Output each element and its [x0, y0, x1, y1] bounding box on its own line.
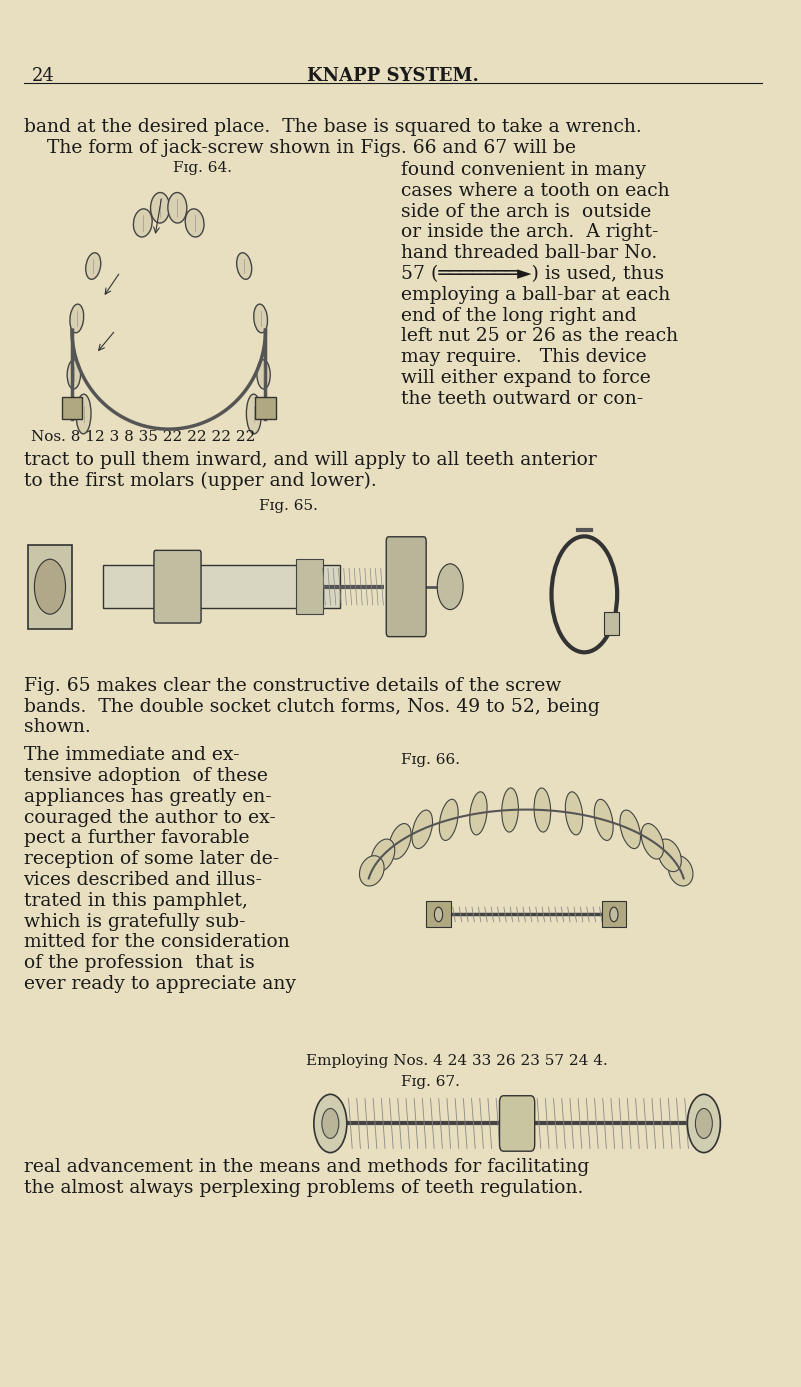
Ellipse shape [594, 799, 613, 841]
Circle shape [687, 1094, 720, 1153]
Ellipse shape [257, 359, 270, 388]
Ellipse shape [67, 359, 81, 388]
Ellipse shape [360, 856, 384, 886]
FancyBboxPatch shape [604, 612, 619, 635]
Text: vices described and illus-: vices described and illus- [23, 871, 263, 889]
Text: appliances has greatly en-: appliances has greatly en- [23, 788, 272, 806]
Text: the teeth outward or con-: the teeth outward or con- [400, 390, 643, 408]
Ellipse shape [620, 810, 641, 849]
Ellipse shape [86, 252, 101, 279]
FancyBboxPatch shape [28, 545, 72, 628]
Ellipse shape [254, 304, 268, 333]
FancyBboxPatch shape [62, 397, 83, 419]
FancyBboxPatch shape [154, 551, 201, 623]
Ellipse shape [534, 788, 550, 832]
Ellipse shape [247, 394, 261, 434]
Ellipse shape [501, 788, 518, 832]
FancyBboxPatch shape [256, 397, 276, 419]
FancyBboxPatch shape [386, 537, 426, 637]
Text: Fig. 65 makes clear the constructive details of the screw: Fig. 65 makes clear the constructive det… [23, 677, 561, 695]
Ellipse shape [371, 839, 395, 871]
Ellipse shape [469, 792, 487, 835]
Text: may require.   This device: may require. This device [400, 348, 646, 366]
Circle shape [314, 1094, 347, 1153]
Text: of the profession  that is: of the profession that is [23, 954, 254, 972]
Ellipse shape [76, 394, 91, 434]
Ellipse shape [439, 799, 458, 841]
Ellipse shape [668, 856, 693, 886]
Text: The form of jack-screw shown in Figs. 66 and 67 will be: The form of jack-screw shown in Figs. 66… [47, 139, 576, 157]
Text: Fɪg. 67.: Fɪg. 67. [400, 1075, 460, 1089]
Text: band at the desired place.  The base is squared to take a wrench.: band at the desired place. The base is s… [23, 118, 642, 136]
FancyBboxPatch shape [602, 902, 626, 928]
Text: reception of some later de-: reception of some later de- [23, 850, 279, 868]
Text: Nos. 8 12 3 8 35 22 22 22 22: Nos. 8 12 3 8 35 22 22 22 22 [31, 430, 256, 444]
Circle shape [610, 907, 618, 922]
Text: the almost always perplexing problems of teeth regulation.: the almost always perplexing problems of… [23, 1179, 583, 1197]
Text: to the first molars (upper and lower).: to the first molars (upper and lower). [23, 472, 376, 490]
Text: Fɪg. 66.: Fɪg. 66. [400, 753, 460, 767]
Text: found convenient in many: found convenient in many [400, 161, 646, 179]
FancyBboxPatch shape [500, 1096, 535, 1151]
Text: hand threaded ball-bar No.: hand threaded ball-bar No. [400, 244, 657, 262]
Ellipse shape [236, 252, 252, 279]
Text: tensive adoption  of these: tensive adoption of these [23, 767, 268, 785]
Text: tract to pull them inward, and will apply to all teeth anterior: tract to pull them inward, and will appl… [23, 451, 596, 469]
Ellipse shape [388, 824, 411, 859]
Ellipse shape [412, 810, 433, 849]
Text: mitted for the consideration: mitted for the consideration [23, 933, 289, 951]
Text: couraged the author to ex-: couraged the author to ex- [23, 809, 276, 827]
Text: or inside the arch.  A right-: or inside the arch. A right- [400, 223, 658, 241]
Circle shape [695, 1108, 712, 1139]
Text: 57 (═══════►) is used, thus: 57 (═══════►) is used, thus [400, 265, 664, 283]
Text: Fɪg. 64.: Fɪg. 64. [173, 161, 231, 175]
Text: The immediate and ex-: The immediate and ex- [23, 746, 239, 764]
Text: Employing Nos. 4 24 33 26 23 57 24 4.: Employing Nos. 4 24 33 26 23 57 24 4. [306, 1054, 608, 1068]
Ellipse shape [566, 792, 583, 835]
Text: left nut 25 or 26 as the reach: left nut 25 or 26 as the reach [400, 327, 678, 345]
FancyBboxPatch shape [426, 902, 451, 928]
Text: pect a further favorable: pect a further favorable [23, 829, 249, 847]
FancyBboxPatch shape [103, 566, 340, 608]
Text: KNAPP SYSTEM.: KNAPP SYSTEM. [307, 67, 479, 85]
Ellipse shape [134, 209, 152, 237]
Text: shown.: shown. [23, 718, 91, 736]
Text: employing a ball-bar at each: employing a ball-bar at each [400, 286, 670, 304]
Text: 24: 24 [31, 67, 54, 85]
Text: side of the arch is  outside: side of the arch is outside [400, 203, 650, 221]
Ellipse shape [658, 839, 682, 871]
Text: trated in this pamphlet,: trated in this pamphlet, [23, 892, 248, 910]
Text: real advancement in the means and methods for facilitating: real advancement in the means and method… [23, 1158, 589, 1176]
Circle shape [322, 1108, 339, 1139]
Circle shape [34, 559, 66, 614]
Text: bands.  The double socket clutch forms, Nos. 49 to 52, being: bands. The double socket clutch forms, N… [23, 698, 599, 716]
Ellipse shape [70, 304, 83, 333]
Ellipse shape [168, 193, 187, 223]
Text: ever ready to appreciate any: ever ready to appreciate any [23, 975, 296, 993]
Text: end of the long right and: end of the long right and [400, 307, 636, 325]
FancyBboxPatch shape [296, 559, 323, 614]
Ellipse shape [185, 209, 204, 237]
Circle shape [434, 907, 443, 922]
Text: will either expand to force: will either expand to force [400, 369, 650, 387]
Text: Fɪg. 65.: Fɪg. 65. [260, 499, 318, 513]
Ellipse shape [151, 193, 170, 223]
Circle shape [437, 565, 463, 610]
Ellipse shape [642, 824, 663, 859]
Text: which is gratefully sub-: which is gratefully sub- [23, 913, 245, 931]
Text: cases where a tooth on each: cases where a tooth on each [400, 182, 669, 200]
